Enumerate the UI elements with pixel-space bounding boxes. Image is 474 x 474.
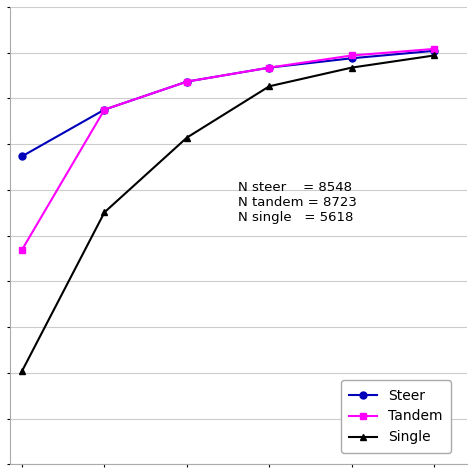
Legend: Steer, Tandem, Single: Steer, Tandem, Single [341,380,451,453]
Text: N steer    = 8548
N tandem = 8723
N single   = 5618: N steer = 8548 N tandem = 8723 N single … [238,181,357,224]
